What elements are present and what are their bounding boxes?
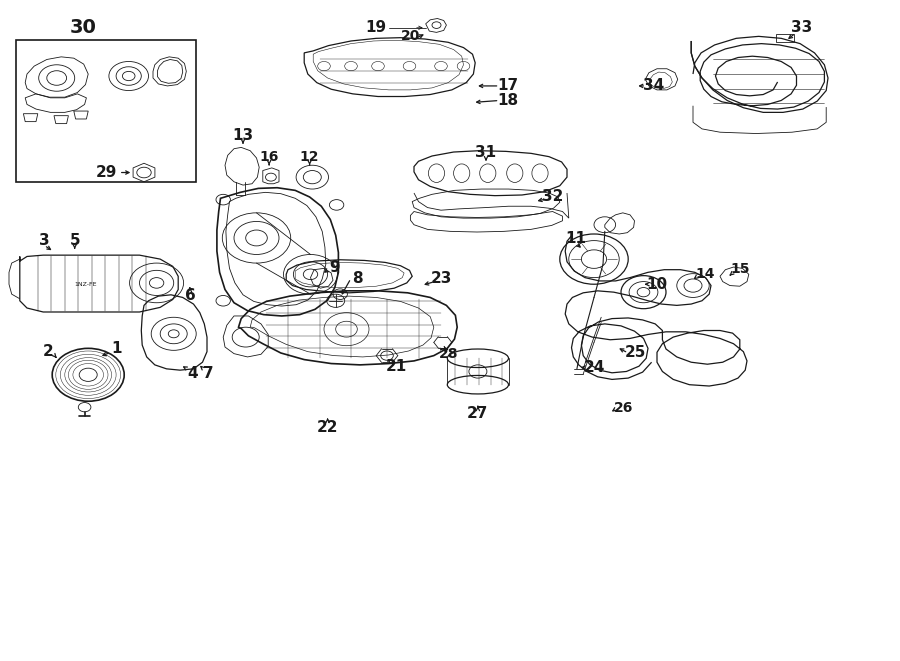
Text: 34: 34 [643, 79, 664, 93]
Text: 21: 21 [385, 360, 407, 374]
Text: 1NZ-FE: 1NZ-FE [74, 282, 97, 287]
Bar [776, 34, 794, 42]
Text: 30: 30 [69, 19, 96, 37]
Text: 2: 2 [42, 344, 53, 359]
Text: 19: 19 [365, 20, 387, 35]
Text: 27: 27 [467, 407, 489, 421]
Text: 26: 26 [614, 401, 634, 416]
Text: 28: 28 [439, 346, 459, 361]
Text: 20: 20 [400, 29, 420, 44]
Text: 3: 3 [39, 233, 50, 248]
Text: 31: 31 [475, 145, 497, 159]
Text: 1: 1 [112, 341, 122, 356]
Text: 24: 24 [583, 360, 605, 375]
Text: 10: 10 [646, 277, 668, 292]
Text: 33: 33 [791, 20, 813, 35]
Text: 4: 4 [187, 366, 198, 381]
Text: 16: 16 [259, 150, 279, 165]
Text: 29: 29 [95, 165, 117, 180]
Text: 6: 6 [184, 288, 195, 303]
Text: 18: 18 [497, 93, 518, 108]
Text: 11: 11 [565, 231, 587, 246]
Bar [16, 40, 196, 182]
Text: 12: 12 [300, 150, 319, 165]
Text: 15: 15 [730, 262, 750, 276]
Text: 9: 9 [329, 260, 340, 275]
Text: 17: 17 [497, 79, 518, 93]
Text: 22: 22 [317, 420, 338, 435]
Text: 32: 32 [542, 190, 563, 204]
Text: 13: 13 [232, 128, 254, 143]
Text: 23: 23 [430, 272, 452, 286]
Text: 5: 5 [69, 233, 80, 248]
Text: 8: 8 [352, 271, 363, 286]
Text: 14: 14 [695, 267, 715, 282]
Text: 25: 25 [625, 346, 646, 360]
Text: 7: 7 [203, 366, 214, 381]
